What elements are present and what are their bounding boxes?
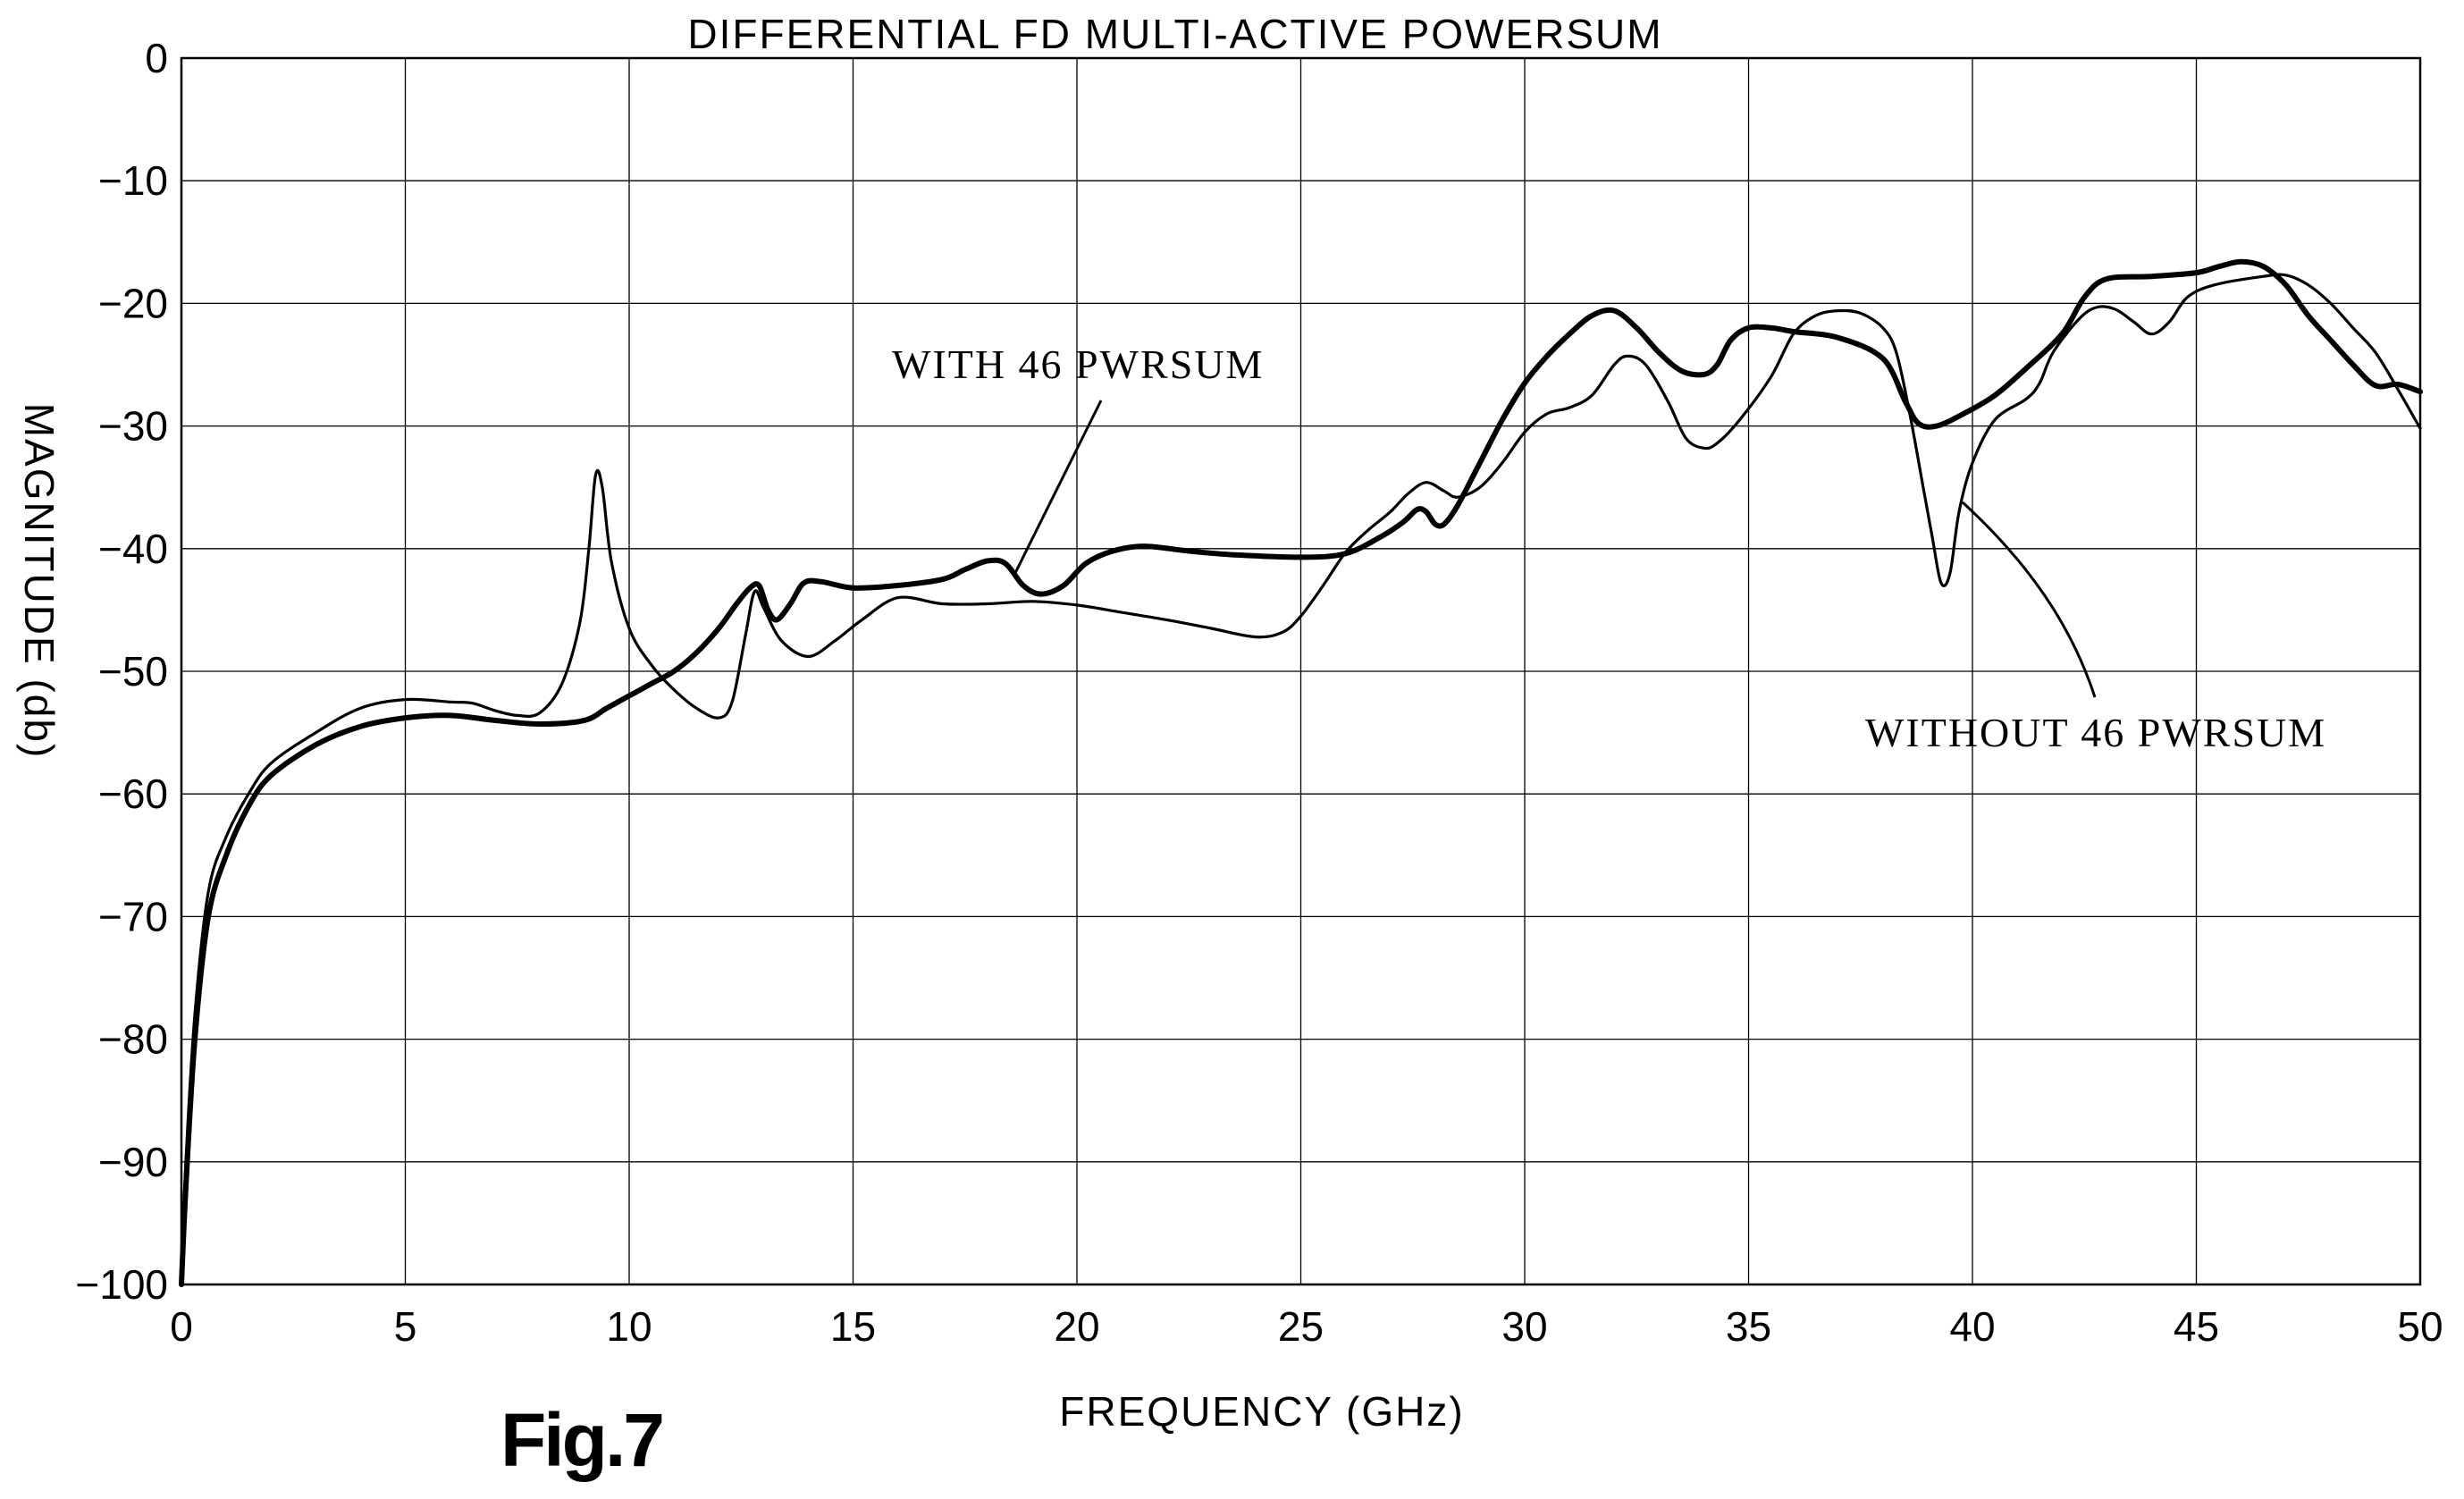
series-line-with-46-pwrsum <box>179 258 2423 1287</box>
annotation-with-46-pwrsum: WITH 46 PWRSUM <box>892 341 1264 387</box>
x-tick-label: 50 <box>2397 1303 2443 1350</box>
y-tick-label: 0 <box>145 35 168 81</box>
y-tick-label: −70 <box>98 893 168 939</box>
series-layer <box>179 258 2423 1287</box>
x-tick-label: 35 <box>1726 1303 1771 1350</box>
y-tick-label: −10 <box>98 157 168 204</box>
x-tick-label: 5 <box>394 1303 417 1350</box>
series-line-without-46-pwrsum <box>180 273 2422 1286</box>
y-tick-label: −20 <box>98 280 168 326</box>
y-tick-label: −60 <box>98 771 168 817</box>
figure-label: Fig.7 <box>500 1398 662 1482</box>
x-tick-label: 20 <box>1054 1303 1099 1350</box>
plot-frame <box>180 56 2422 1286</box>
x-axis-label: FREQUENCY (GHz) <box>1059 1388 1464 1435</box>
x-tick-label: 15 <box>830 1303 876 1350</box>
x-tick-label: 25 <box>1278 1303 1324 1350</box>
y-axis-label: MAGNITUDE (db) <box>16 403 63 760</box>
chart-title: DIFFERENTIAL FD MULTI-ACTIVE POWERSUM <box>687 11 1662 57</box>
y-tick-label: −50 <box>98 648 168 695</box>
y-tick-label: −80 <box>98 1016 168 1063</box>
y-tick-label: −100 <box>75 1261 168 1308</box>
x-tick-label: 40 <box>1949 1303 1995 1350</box>
leader-line-without <box>1961 501 2097 698</box>
x-tick-label: 30 <box>1501 1303 1547 1350</box>
y-tick-label: −90 <box>98 1139 168 1185</box>
x-tick-label: 0 <box>170 1303 193 1350</box>
annotation-without-46-pwrsum: WITHOUT 46 PWRSUM <box>1865 710 2326 755</box>
x-tick-label: 10 <box>606 1303 652 1350</box>
grid <box>181 58 2420 1284</box>
y-tick-label: −40 <box>98 526 168 572</box>
y-tick-label: −30 <box>98 403 168 450</box>
axis-ticks: 0 5 10 15 20 25 30 35 40 45 50 0 −10 −20 −30 −40 −50 −60 −… <box>75 35 2443 1350</box>
leader-line-with <box>1013 400 1103 574</box>
x-tick-label: 45 <box>2174 1303 2219 1350</box>
